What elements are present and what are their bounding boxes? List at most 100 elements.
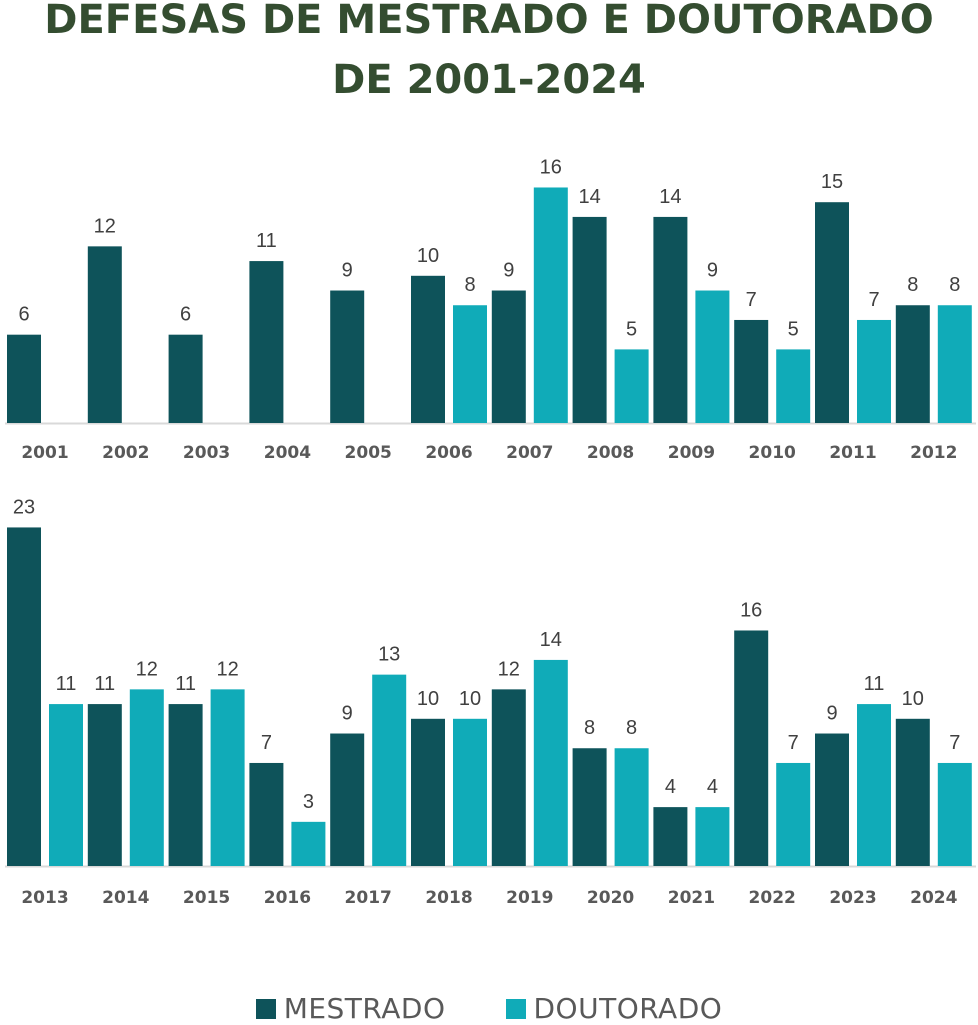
data-label-doutorado-2018: 10: [459, 688, 481, 710]
data-label-mestrado-2016: 7: [261, 732, 272, 754]
legend-label-mestrado: MESTRADO: [283, 992, 446, 1025]
data-label-mestrado-2006: 10: [417, 245, 439, 267]
x-tick-label-2018: 2018: [425, 888, 472, 908]
x-tick-label-2008: 2008: [587, 443, 634, 463]
x-tick-label-2019: 2019: [506, 888, 553, 908]
data-label-mestrado-2008: 14: [578, 186, 600, 208]
data-label-doutorado-2017: 13: [378, 644, 400, 666]
bar-doutorado-2021: [695, 807, 730, 866]
x-tick-label-2007: 2007: [506, 443, 553, 463]
bar-doutorado-2023: [857, 704, 891, 866]
data-label-doutorado-2011: 7: [868, 289, 879, 311]
x-tick-label-2003: 2003: [183, 443, 230, 463]
data-label-mestrado-2018: 10: [417, 688, 439, 710]
data-label-mestrado-2020: 8: [584, 717, 595, 739]
bar-doutorado-2013: [49, 704, 83, 866]
data-label-doutorado-2024: 7: [949, 732, 960, 754]
data-label-mestrado-2007: 9: [503, 260, 514, 282]
data-label-doutorado-2019: 14: [540, 629, 562, 651]
bar-mestrado-2001: [7, 334, 41, 423]
x-tick-label-2024: 2024: [910, 888, 957, 908]
x-tick-label-2001: 2001: [21, 443, 68, 463]
bar-mestrado-2003: [168, 334, 203, 423]
data-label-mestrado-2022: 16: [740, 599, 762, 621]
bar-mestrado-2021: [653, 807, 688, 866]
data-label-doutorado-2022: 7: [788, 732, 799, 754]
data-label-doutorado-2015: 12: [216, 658, 238, 680]
data-label-doutorado-2008: 5: [626, 318, 637, 340]
data-label-doutorado-2014: 12: [136, 658, 158, 680]
bar-doutorado-2020: [614, 748, 649, 866]
bar-mestrado-2024: [895, 718, 930, 866]
bar-doutorado-2018: [453, 718, 487, 866]
data-label-doutorado-2013: 11: [56, 673, 77, 695]
bar-mestrado-2018: [411, 718, 445, 866]
bar-doutorado-2019: [533, 659, 568, 866]
x-tick-label-2015: 2015: [183, 888, 230, 908]
bar-mestrado-2004: [249, 261, 284, 423]
data-label-doutorado-2020: 8: [626, 717, 637, 739]
x-tick-label-2005: 2005: [345, 443, 392, 463]
data-label-doutorado-2010: 5: [788, 318, 799, 340]
bar-doutorado-2024: [937, 762, 972, 866]
x-tick-label-2006: 2006: [425, 443, 472, 463]
bar-mestrado-2020: [572, 748, 607, 866]
bar-doutorado-2006: [453, 305, 487, 423]
bar-mestrado-2016: [249, 762, 284, 866]
data-label-mestrado-2005: 9: [342, 260, 353, 282]
bar-mestrado-2005: [330, 290, 365, 423]
x-tick-label-2023: 2023: [829, 888, 876, 908]
data-label-doutorado-2012: 8: [949, 274, 960, 296]
x-tick-label-2014: 2014: [102, 888, 149, 908]
bar-mestrado-2015: [168, 704, 203, 866]
legend-item-mestrado: MESTRADO: [255, 992, 446, 1025]
x-tick-label-2009: 2009: [668, 443, 715, 463]
bar-mestrado-2017: [330, 733, 365, 866]
data-label-doutorado-2006: 8: [464, 274, 475, 296]
bar-doutorado-2012: [937, 305, 972, 423]
data-label-doutorado-2009: 9: [707, 260, 718, 282]
bar-mestrado-2002: [87, 246, 122, 423]
bar-doutorado-2007: [533, 187, 568, 423]
bar-mestrado-2023: [815, 733, 849, 866]
data-label-mestrado-2014: 11: [94, 673, 115, 695]
chart-title-line-2: DE 2001-2024: [332, 57, 646, 103]
x-tick-label-2020: 2020: [587, 888, 634, 908]
data-label-mestrado-2002: 12: [94, 215, 116, 237]
bar-mestrado-2006: [411, 275, 445, 423]
data-label-mestrado-2010: 7: [746, 289, 757, 311]
bar-doutorado-2022: [776, 762, 811, 866]
bar-mestrado-2013: [7, 527, 41, 866]
bar-mestrado-2011: [815, 202, 849, 423]
bar-doutorado-2010: [776, 349, 811, 423]
data-label-mestrado-2003: 6: [180, 304, 191, 326]
bar-doutorado-2016: [291, 821, 326, 866]
x-tick-label-2021: 2021: [668, 888, 715, 908]
data-label-mestrado-2004: 11: [256, 230, 277, 252]
x-tick-label-2002: 2002: [102, 443, 149, 463]
data-label-mestrado-2013: 23: [13, 496, 35, 518]
data-label-mestrado-2021: 4: [665, 776, 676, 798]
data-label-mestrado-2009: 14: [659, 186, 681, 208]
x-tick-label-2011: 2011: [829, 443, 876, 463]
x-tick-label-2022: 2022: [749, 888, 796, 908]
data-label-mestrado-2001: 6: [18, 304, 29, 326]
data-label-mestrado-2023: 9: [826, 703, 837, 725]
x-tick-label-2017: 2017: [345, 888, 392, 908]
bar-mestrado-2022: [734, 630, 769, 866]
bar-mestrado-2008: [572, 216, 607, 423]
legend-swatch-doutorado: [505, 998, 526, 1019]
bar-doutorado-2009: [695, 290, 730, 423]
data-label-doutorado-2021: 4: [707, 776, 718, 798]
x-tick-label-2013: 2013: [21, 888, 68, 908]
bar-doutorado-2011: [857, 319, 891, 423]
data-label-mestrado-2019: 12: [498, 658, 520, 680]
legend: MESTRADO DOUTORADO: [0, 992, 978, 1025]
legend-label-doutorado: DOUTORADO: [533, 992, 723, 1025]
bar-mestrado-2019: [491, 689, 526, 866]
bar-mestrado-2012: [895, 305, 930, 423]
x-tick-label-2010: 2010: [749, 443, 796, 463]
x-tick-label-2012: 2012: [910, 443, 957, 463]
bar-mestrado-2009: [653, 216, 688, 423]
data-label-mestrado-2015: 11: [175, 673, 196, 695]
